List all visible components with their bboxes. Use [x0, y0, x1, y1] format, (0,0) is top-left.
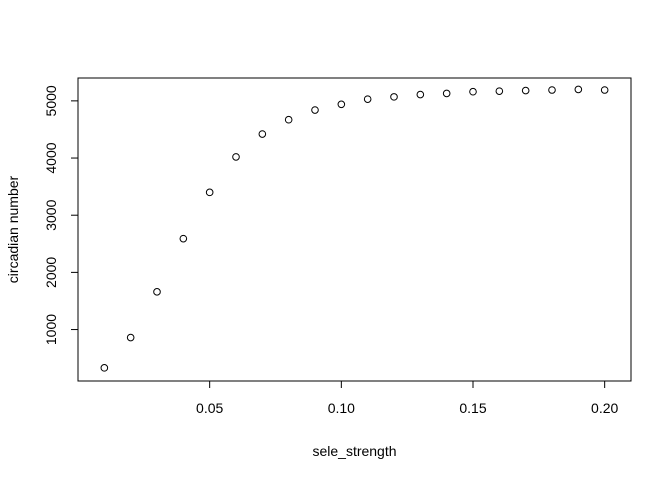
x-tick-label: 0.10	[328, 400, 355, 416]
data-point	[521, 86, 530, 95]
data-point	[153, 288, 161, 296]
y-tick-label: 4000	[43, 142, 59, 173]
data-point	[284, 115, 293, 124]
x-axis-label: sele_strength	[312, 443, 396, 459]
data-point	[258, 130, 267, 138]
y-tick-label: 2000	[43, 257, 59, 288]
y-tick-label: 5000	[43, 85, 59, 116]
plot-frame	[77, 77, 632, 382]
data-point	[469, 87, 477, 96]
data-point	[390, 93, 398, 101]
x-tick-label: 0.05	[196, 400, 223, 416]
data-point	[574, 85, 583, 94]
x-tick-label: 0.20	[591, 400, 618, 416]
y-tick-label: 3000	[43, 199, 59, 230]
data-points	[100, 85, 609, 372]
data-point	[205, 188, 214, 197]
data-point	[100, 364, 109, 372]
y-axis: 1000 2000 3000 4000 5000	[43, 85, 79, 345]
y-axis-label: circadian number	[5, 175, 21, 283]
data-point	[442, 89, 451, 98]
x-axis: 0.05 0.10 0.15 0.20	[196, 380, 619, 416]
data-point	[232, 153, 240, 161]
data-point	[495, 87, 504, 95]
y-tick-label: 1000	[43, 314, 59, 345]
x-tick-label: 0.15	[459, 400, 486, 416]
data-point	[548, 86, 556, 94]
data-point	[416, 90, 425, 99]
data-point	[179, 234, 188, 243]
data-point	[600, 86, 609, 94]
data-point	[126, 333, 135, 342]
data-point	[311, 106, 319, 114]
data-point	[337, 100, 346, 109]
data-point	[363, 95, 372, 103]
